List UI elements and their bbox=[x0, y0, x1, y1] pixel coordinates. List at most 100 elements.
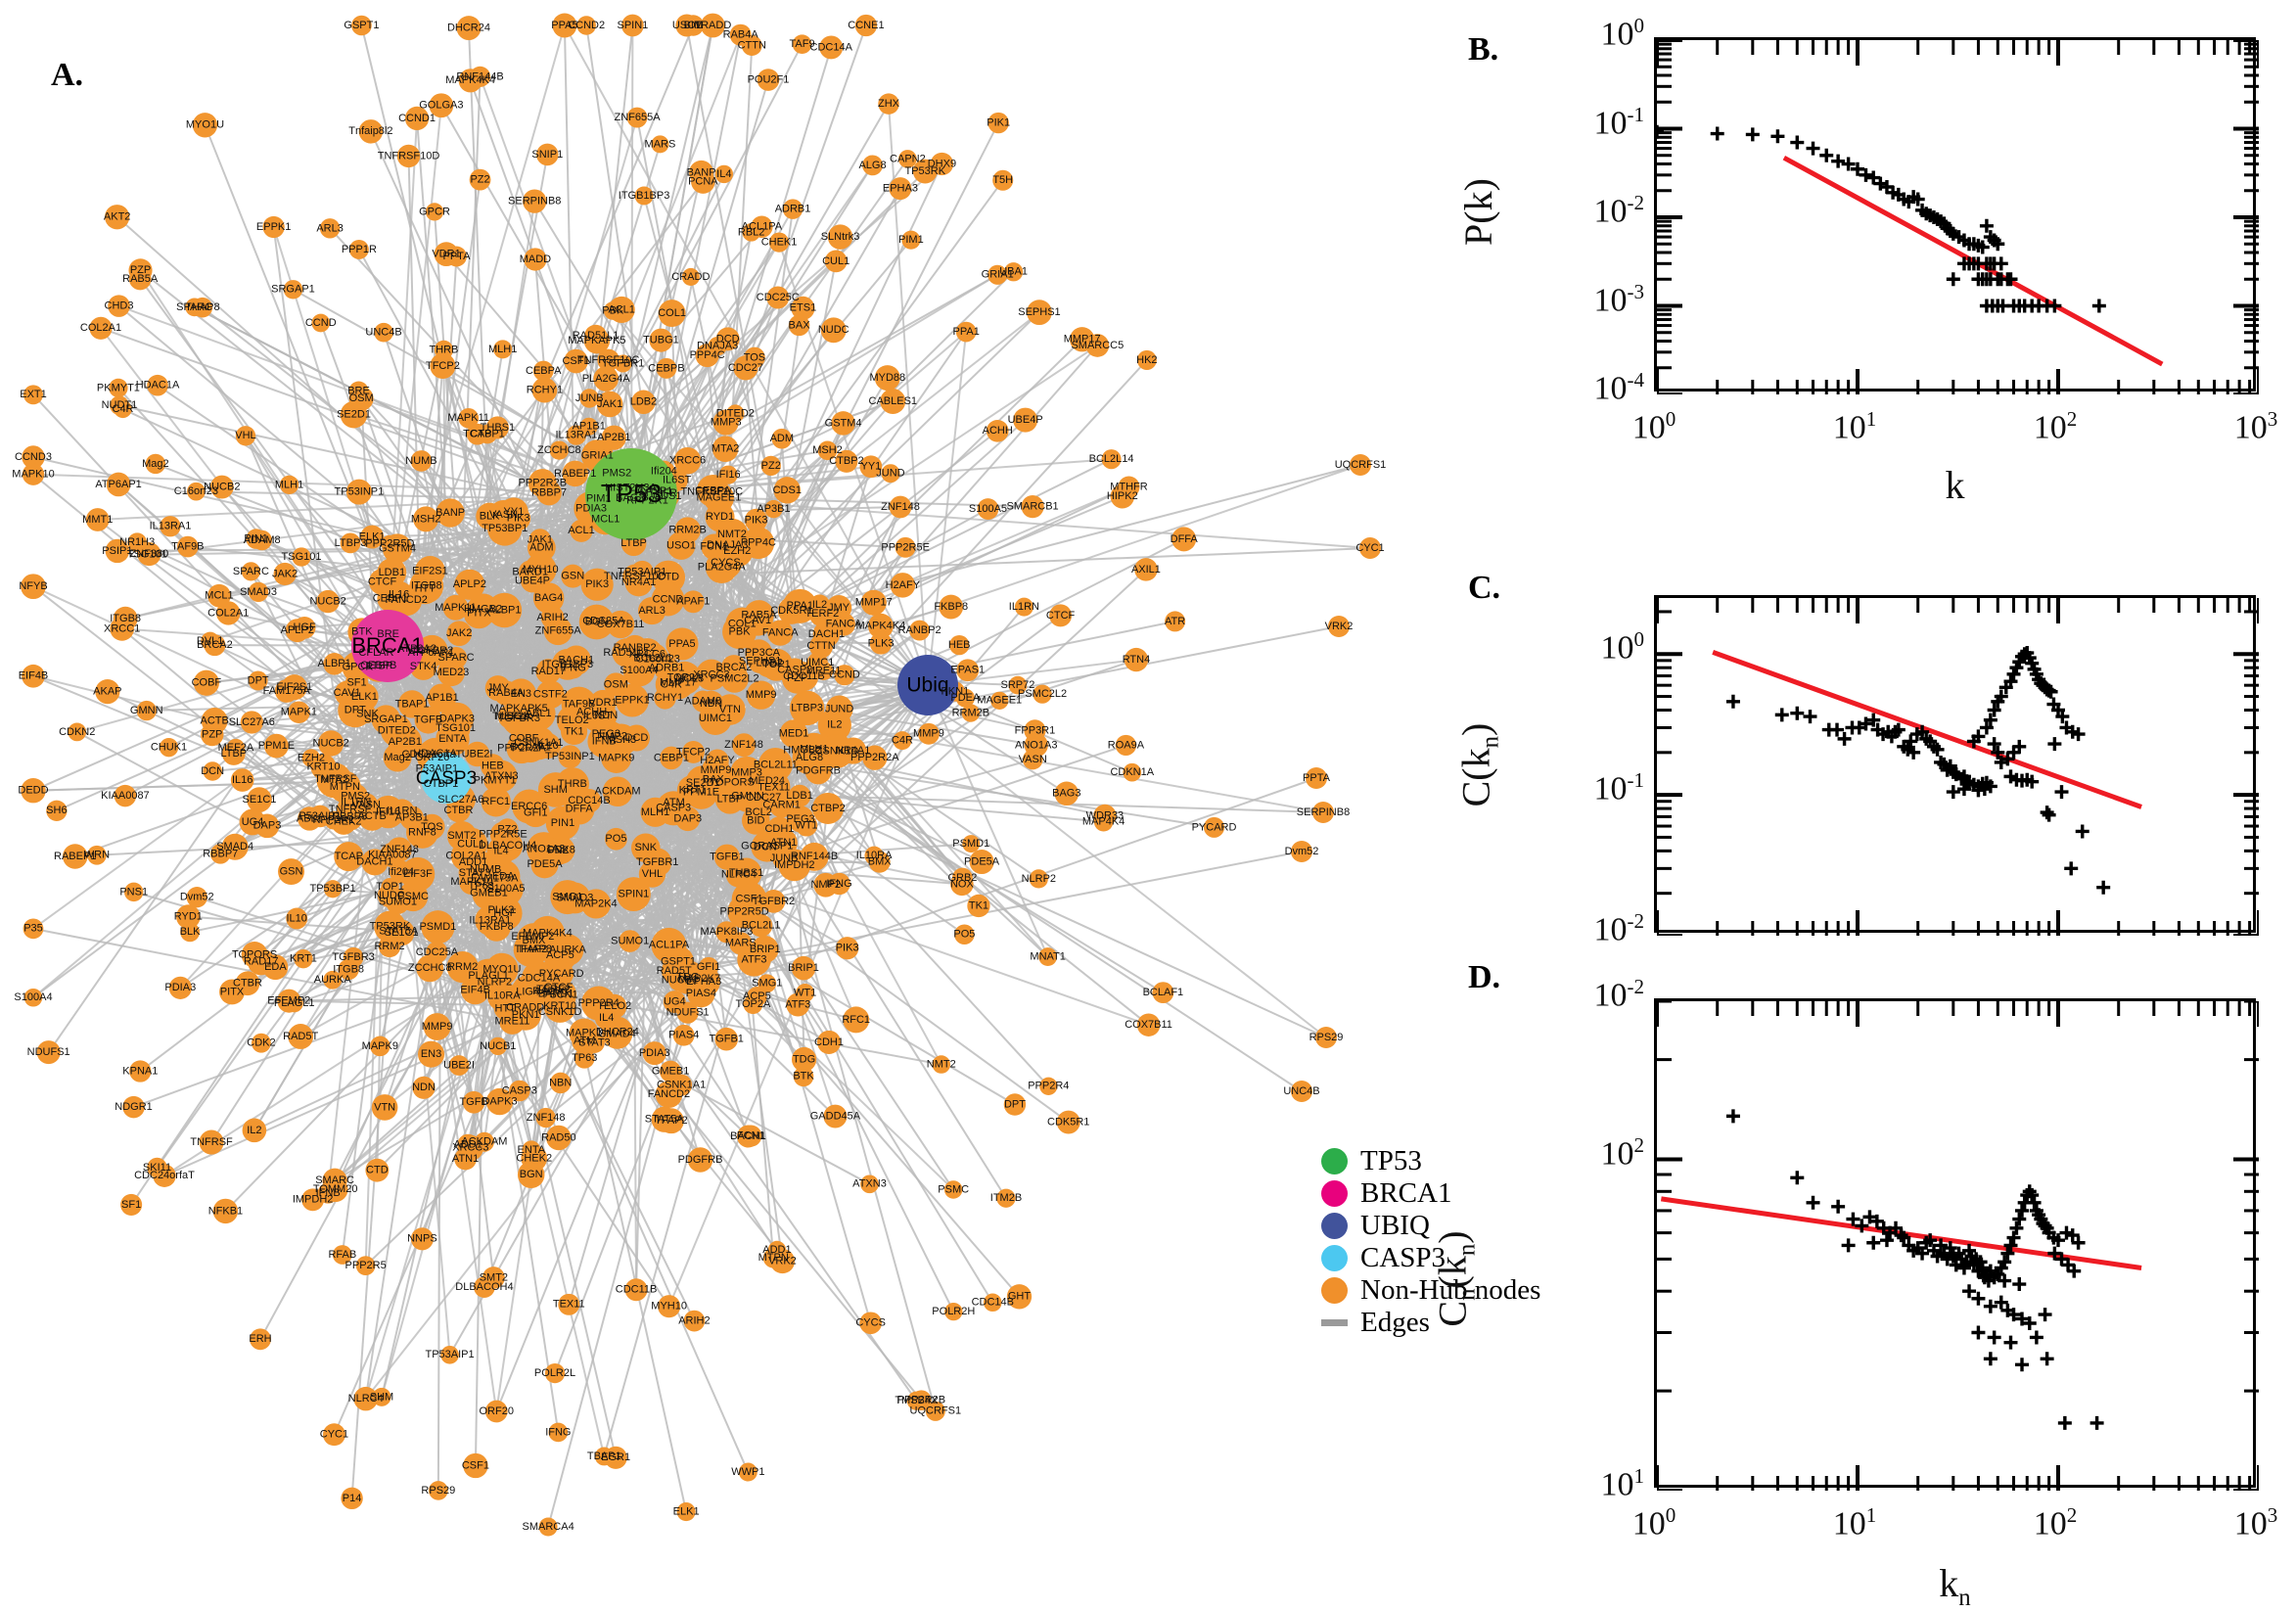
node-label: NUCB1 bbox=[480, 1040, 516, 1052]
node-label: PPA5 bbox=[668, 638, 695, 650]
node-label: ACP5 bbox=[743, 990, 771, 1002]
node-label: COX7B11 bbox=[1125, 1019, 1172, 1031]
node-label: UNC4B bbox=[365, 327, 401, 339]
plot-canvas bbox=[1657, 1001, 2259, 1491]
node-label: TP53INP1 bbox=[335, 486, 385, 498]
node-label: ADM bbox=[529, 542, 553, 554]
node-label: THAP8 bbox=[185, 301, 219, 313]
node-label: CDC25A bbox=[416, 946, 459, 958]
data-point-marker bbox=[1866, 1236, 1880, 1250]
data-point-marker bbox=[1790, 136, 1804, 150]
data-point-marker bbox=[1831, 1200, 1845, 1214]
node-label: WWP1 bbox=[731, 1466, 764, 1478]
node-label: APLP2 bbox=[453, 578, 486, 590]
node-label: MMP9 bbox=[913, 728, 944, 740]
node-label: CRADD bbox=[671, 271, 710, 283]
node-label: MMP9 bbox=[701, 764, 732, 776]
node-label: NLRC4 bbox=[721, 868, 757, 880]
node-label: ERH bbox=[249, 1333, 271, 1345]
node-label: Tnfaip8l2 bbox=[348, 125, 392, 137]
node-label: SPARC bbox=[233, 566, 269, 577]
node-label: TP53RK bbox=[904, 165, 945, 177]
node-label: CDC27 bbox=[746, 792, 781, 804]
node-label: DFFA bbox=[566, 803, 594, 814]
node-label: PLA2G4A bbox=[582, 373, 631, 385]
node-label: PIK3 bbox=[836, 943, 859, 954]
node-label: MLH1 bbox=[488, 344, 517, 355]
node-label: UG4 bbox=[242, 816, 264, 828]
node-label: KRT1 bbox=[290, 953, 317, 965]
node-label: CDK2 bbox=[247, 1037, 275, 1049]
node-label: RTN4 bbox=[1123, 654, 1151, 666]
node-label: GFI1 bbox=[524, 806, 547, 818]
node-label: ENTA bbox=[518, 1144, 546, 1156]
node-label: GPCR bbox=[419, 206, 450, 217]
node-label: ITGB1BP3 bbox=[619, 190, 670, 202]
node-label: SMAD4 bbox=[216, 841, 253, 852]
node-label: CCND bbox=[305, 317, 337, 329]
node-label: ORF20 bbox=[415, 752, 449, 763]
node-label: COL2A1 bbox=[207, 607, 249, 619]
node-label: IL2 bbox=[247, 1125, 261, 1136]
data-point-marker bbox=[2054, 785, 2068, 799]
panel-d-xlabel: kn bbox=[1887, 1560, 2024, 1612]
node-label: MED1 bbox=[779, 728, 809, 740]
node-label: IL10RA bbox=[484, 990, 521, 1002]
node-label: MAPK4K4 bbox=[856, 621, 906, 632]
legend-swatch-dot bbox=[1321, 1245, 1348, 1271]
node-label: EPPK1 bbox=[256, 221, 291, 233]
node-label: BTK bbox=[793, 1071, 814, 1082]
node-label: RAD50 bbox=[541, 1131, 575, 1143]
node-label: TFCP2 bbox=[676, 746, 711, 758]
panel-b-ytick: 10-4 bbox=[1509, 368, 1644, 407]
node-label: EN3 bbox=[511, 688, 531, 700]
node-label: PZP bbox=[787, 672, 807, 684]
node-label: MMT1 bbox=[82, 514, 113, 526]
node-label: PDIA3 bbox=[164, 982, 196, 993]
node-label: PSMD1 bbox=[952, 838, 989, 850]
node-label: DEDD bbox=[18, 785, 48, 797]
node-label: TGFBR1 bbox=[636, 856, 678, 868]
node-label: MMP9 bbox=[422, 1021, 453, 1033]
node-label: ZHX bbox=[878, 98, 900, 110]
node-label: ALBP1 bbox=[487, 604, 521, 616]
node-label: IL1RN bbox=[387, 806, 417, 817]
node-label: PIM1 bbox=[898, 234, 924, 246]
node-label: NOX bbox=[950, 878, 975, 890]
node-label: RYD1 bbox=[706, 511, 734, 523]
node-label: VASN bbox=[489, 509, 518, 521]
node-label: LDB1 bbox=[786, 790, 813, 802]
node-label: CYCS bbox=[855, 1317, 886, 1329]
node-label: CDC11B bbox=[616, 1284, 658, 1296]
data-point-marker bbox=[1807, 1196, 1820, 1210]
node-label: NUCB2 bbox=[309, 595, 345, 607]
node-label: VTN bbox=[374, 1101, 395, 1113]
node-label: LTBP bbox=[367, 661, 393, 672]
panel-d-xtick: 102 bbox=[1995, 1503, 2116, 1543]
node-label: SEPHS1 bbox=[1018, 306, 1060, 318]
node-label: IL13RA1 bbox=[555, 430, 597, 441]
node-label: C16orf23 bbox=[174, 485, 218, 497]
node-label: TOS bbox=[744, 351, 765, 363]
node-label: DAPK3 bbox=[439, 714, 475, 725]
node-label: IFI16 bbox=[716, 469, 741, 481]
panel-b-ytick: 100 bbox=[1509, 14, 1644, 53]
node-label: RRM2B bbox=[952, 707, 990, 718]
node-label: MAPK9 bbox=[598, 752, 634, 763]
node-label: CAV1 bbox=[334, 687, 361, 699]
node-label: TP53BP1 bbox=[309, 883, 355, 895]
network-graph[interactable]: TP53BRCA1UbiqCASP3CDC14BTHAP8KIAA0087TP5… bbox=[0, 0, 1419, 1578]
node-label: IFNG bbox=[560, 662, 585, 673]
node-label: LTBP bbox=[620, 537, 647, 549]
node-label: RAB4A bbox=[723, 29, 759, 41]
node-label: CDK5R1 bbox=[1047, 1116, 1089, 1128]
node-label: PDE5A bbox=[527, 858, 563, 870]
node-label: ZNF148 bbox=[380, 844, 419, 855]
node-label: Dvm52 bbox=[180, 892, 214, 903]
node-label: PLA2G4A bbox=[698, 562, 747, 574]
node-label: PPP2R5D bbox=[720, 905, 769, 917]
node-label: PPA1 bbox=[953, 326, 980, 338]
data-point-marker bbox=[1988, 1330, 2001, 1344]
node-label: TSG101 bbox=[282, 551, 322, 563]
panel-b-xtick: 102 bbox=[1995, 407, 2116, 446]
